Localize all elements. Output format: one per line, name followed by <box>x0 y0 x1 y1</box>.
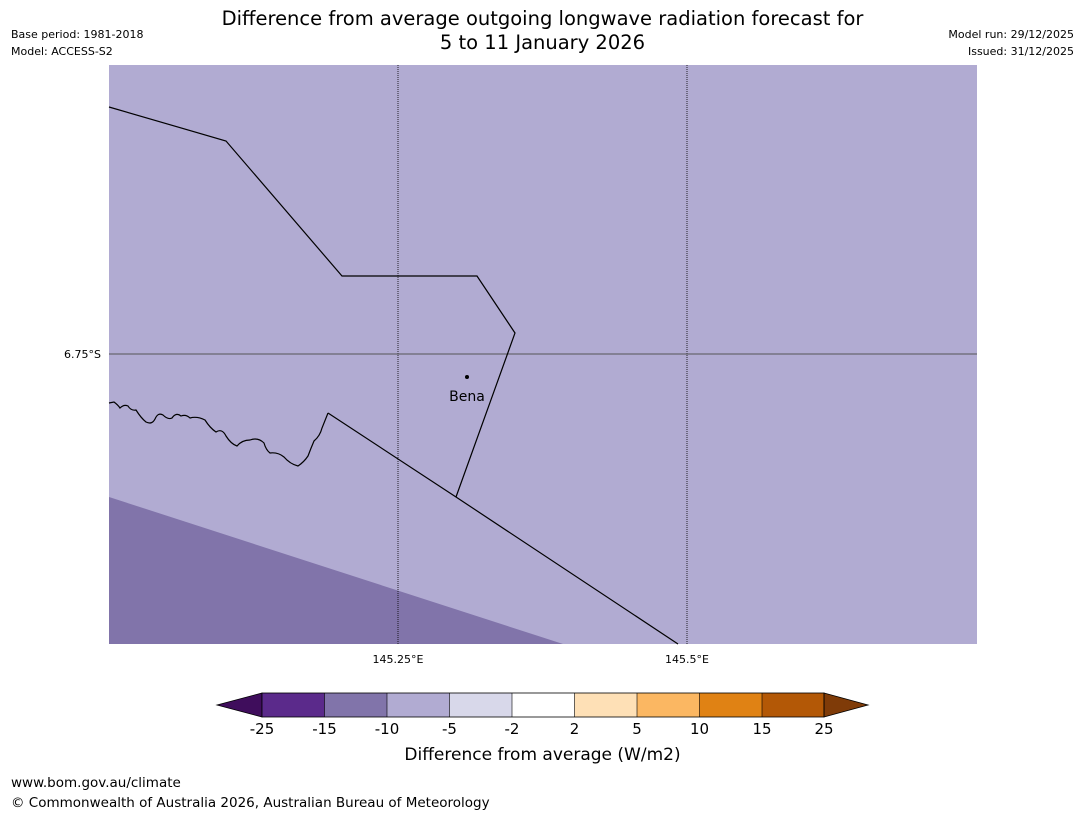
colorbar-tick: -2 <box>504 720 520 738</box>
lon-label-145-5: 145.5°E <box>665 653 709 666</box>
colorbar-bin-1 <box>262 693 325 717</box>
footer-copyright: © Commonwealth of Australia 2026, Austra… <box>11 795 490 811</box>
coastline <box>108 401 329 467</box>
colorbar-bin-5 <box>512 693 575 717</box>
place-marker-bena <box>465 375 469 379</box>
place-label-bena: Bena <box>449 389 485 405</box>
meta-left: Base period: 1981-2018 Model: ACCESS-S2 <box>11 26 143 60</box>
map-panel: Bena 6.75°S 145.25°E 145.5°E <box>64 65 977 666</box>
admin-boundary-south <box>327 412 679 645</box>
colorbar-tick: 15 <box>752 720 772 738</box>
lat-label-6-75: 6.75°S <box>64 348 101 361</box>
colorbar-tick: 5 <box>632 720 642 738</box>
footer-url: www.bom.gov.au/climate <box>11 775 181 791</box>
anomaly-region <box>109 497 563 644</box>
chart-title: Difference from average outgoing longwav… <box>0 7 1085 55</box>
colorbar-tick: 25 <box>814 720 834 738</box>
title-line-1: Difference from average outgoing longwav… <box>221 7 864 30</box>
colorbar <box>215 692 870 718</box>
colorbar-bin-2 <box>324 693 387 717</box>
colorbar-tick: 10 <box>689 720 710 738</box>
colorbar-bin-9 <box>762 693 824 717</box>
colorbar-label: Difference from average (W/m2) <box>404 745 681 765</box>
colorbar-bin-3 <box>387 693 450 717</box>
meta-right: Model run: 29/12/2025 Issued: 31/12/2025 <box>948 26 1074 60</box>
colorbar-bin-4 <box>449 693 512 717</box>
colorbar-bin-7 <box>637 693 700 717</box>
colorbar-bin-6 <box>574 693 637 717</box>
colorbar-tick: -15 <box>312 720 337 738</box>
colorbar-extend-low <box>215 692 263 718</box>
model-run: Model run: 29/12/2025 <box>948 28 1074 41</box>
lon-label-145-25: 145.25°E <box>373 653 424 666</box>
colorbar-extend-high <box>823 692 870 718</box>
colorbar-tick: -10 <box>374 720 400 738</box>
issued-date: Issued: 31/12/2025 <box>967 45 1074 58</box>
colorbar-dividers <box>324 693 763 717</box>
admin-boundary <box>108 106 516 498</box>
colorbar-frame <box>261 692 825 718</box>
colorbar-tick: -25 <box>249 720 275 738</box>
title-line-2: 5 to 11 January 2026 <box>439 31 646 54</box>
colorbar-tick: -5 <box>442 720 457 738</box>
colorbar-tick: 2 <box>569 720 580 738</box>
model-name: Model: ACCESS-S2 <box>11 45 113 58</box>
base-period: Base period: 1981-2018 <box>11 28 144 41</box>
colorbar-bin-8 <box>699 693 762 717</box>
